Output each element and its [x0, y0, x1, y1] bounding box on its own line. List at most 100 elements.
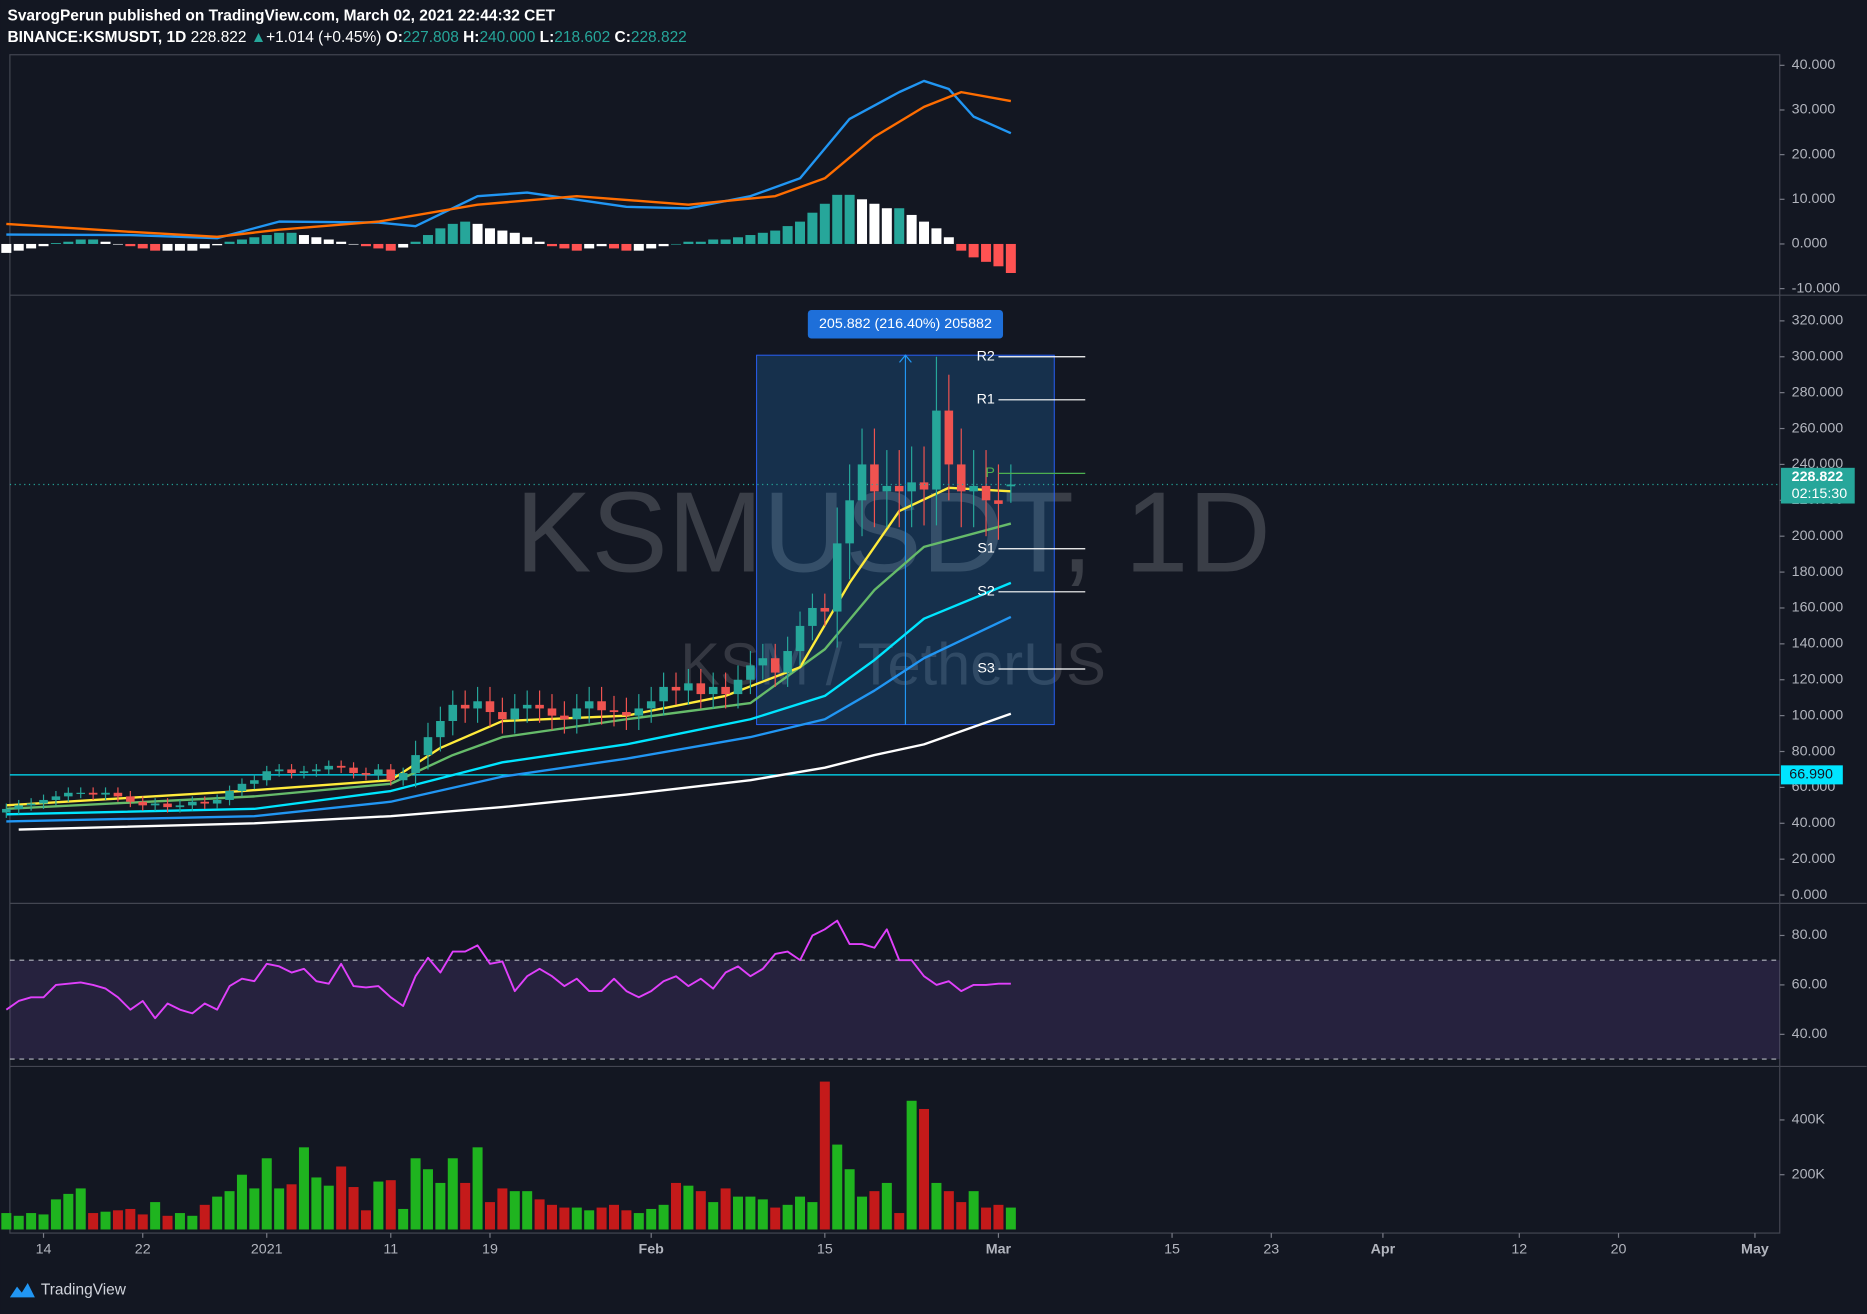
- h-value: 240.000: [479, 29, 535, 46]
- volume-bar: [422, 1169, 433, 1230]
- publish-text: SvarogPerun published on TradingView.com…: [8, 8, 556, 25]
- x-tick-label: 2021: [251, 1241, 283, 1257]
- volume-bar: [373, 1181, 384, 1230]
- macd-histogram-bar: [497, 230, 508, 244]
- macd-histogram-bar: [249, 237, 260, 244]
- moving-average: [6, 615, 1012, 823]
- macd-histogram-bar: [298, 235, 309, 244]
- macd-histogram-bar: [633, 243, 644, 251]
- volume-bar: [757, 1199, 768, 1230]
- macd-histogram-bar: [844, 194, 855, 244]
- candle-body: [386, 769, 396, 781]
- volume-bar: [968, 1191, 979, 1230]
- macd-histogram-bar: [522, 237, 533, 244]
- volume-bar: [683, 1185, 694, 1230]
- volume-bar: [869, 1191, 880, 1230]
- volume-bar: [956, 1202, 967, 1230]
- volume-bar: [460, 1182, 471, 1230]
- x-tick-label: Apr: [1371, 1241, 1396, 1257]
- macd-histogram-bar: [584, 243, 595, 249]
- volume-bar: [745, 1196, 756, 1230]
- macd-histogram-bar: [472, 223, 483, 244]
- candle-body: [324, 765, 334, 770]
- x-tick-label: Feb: [639, 1241, 665, 1257]
- y-tick-label: 300.000: [1792, 349, 1844, 365]
- candle-body: [436, 721, 445, 738]
- volume-bar: [832, 1144, 843, 1230]
- volume-bar: [348, 1187, 359, 1230]
- candle-body: [535, 704, 544, 709]
- candle-body: [919, 482, 929, 490]
- y-tick-label: 160.000: [1792, 600, 1844, 616]
- macd-line: [6, 90, 1012, 239]
- o-label: O:: [386, 29, 403, 46]
- candle-body: [783, 651, 792, 673]
- volume-bar: [819, 1081, 830, 1230]
- candle-body: [398, 773, 408, 781]
- macd-histogram-bar: [881, 208, 892, 244]
- y-tick-label: 120.000: [1792, 672, 1844, 688]
- candle-body: [14, 805, 24, 809]
- pivot-label: R2: [977, 349, 995, 365]
- y-tick-label: 10.000: [1792, 191, 1836, 207]
- candle-body: [274, 769, 284, 772]
- volume-bar: [671, 1182, 682, 1230]
- macd-histogram-bar: [38, 243, 49, 247]
- macd-histogram-bar: [857, 199, 868, 244]
- volume-bar: [733, 1196, 744, 1230]
- volume-bar: [385, 1180, 396, 1230]
- candle-body: [522, 704, 532, 709]
- price: 228.822: [191, 29, 247, 46]
- macd-histogram-bar: [224, 241, 235, 244]
- macd-histogram-bar: [398, 243, 409, 248]
- y-tick-label: 80.00: [1792, 927, 1828, 943]
- y-tick-label: 200.000: [1792, 528, 1844, 544]
- x-tick-label: 12: [1511, 1241, 1527, 1257]
- candle-body: [646, 701, 656, 709]
- candle-body: [1006, 484, 1016, 487]
- volume-bar: [931, 1182, 942, 1230]
- candle-body: [696, 683, 706, 695]
- x-tick-label: 22: [135, 1241, 151, 1257]
- last-price-box: [1780, 467, 1855, 504]
- macd-histogram-bar: [323, 239, 334, 244]
- candle-body: [262, 771, 272, 781]
- macd-histogram-bar: [460, 221, 471, 244]
- volume-bar: [720, 1188, 731, 1230]
- y-tick-label: -10.000: [1792, 280, 1840, 296]
- candle-body: [857, 464, 867, 501]
- o-value: 227.808: [403, 29, 459, 46]
- macd-histogram-bar: [1005, 243, 1016, 273]
- moving-average: [6, 581, 1012, 816]
- x-tick-label: 20: [1611, 1241, 1627, 1257]
- macd-histogram-bar: [373, 243, 384, 249]
- change: +1.014 (+0.45%): [266, 29, 381, 46]
- x-tick-label: May: [1741, 1241, 1769, 1257]
- macd-histogram-bar: [75, 239, 86, 244]
- volume-bar: [398, 1208, 409, 1230]
- y-tick-label: 80.000: [1792, 743, 1836, 759]
- macd-histogram-bar: [757, 232, 768, 244]
- y-tick-label: 0.000: [1792, 236, 1828, 252]
- macd-histogram-bar: [125, 243, 136, 247]
- volume-bar: [447, 1158, 458, 1230]
- candle-body: [101, 792, 110, 795]
- macd-histogram-bar: [956, 243, 967, 251]
- candle-body: [882, 485, 892, 492]
- macd-histogram-bar: [770, 230, 781, 244]
- volume-bar: [559, 1207, 570, 1230]
- macd-histogram-bar: [559, 243, 570, 249]
- macd-histogram-bar: [1, 243, 12, 253]
- macd-histogram-bar: [112, 243, 123, 245]
- candle-body: [894, 485, 904, 492]
- y-tick-label: 280.000: [1792, 384, 1844, 400]
- candle-body: [51, 796, 61, 800]
- volume-bar: [261, 1158, 272, 1230]
- candle-body: [907, 482, 916, 492]
- macd-histogram-bar: [943, 237, 954, 244]
- macd-histogram-bar: [906, 214, 917, 244]
- x-tick-label: Mar: [986, 1241, 1012, 1257]
- macd-histogram-bar: [695, 241, 706, 244]
- candle-body: [870, 464, 879, 492]
- macd-histogram-bar: [212, 243, 223, 246]
